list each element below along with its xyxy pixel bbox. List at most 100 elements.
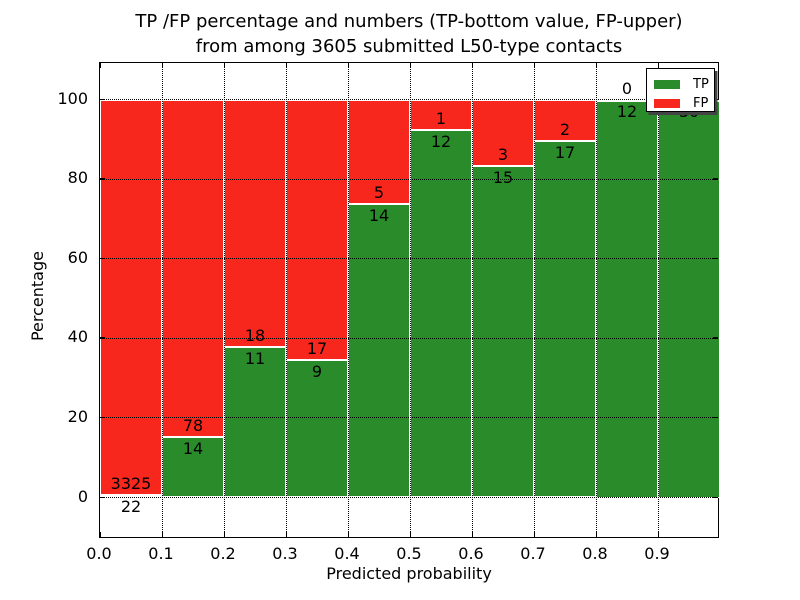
grid-line-vertical (471, 63, 473, 536)
x-tick-mark-top (347, 63, 349, 68)
y-tick-mark (100, 178, 105, 180)
x-tick-mark-top (657, 63, 659, 68)
x-tick-mark-top (161, 63, 163, 68)
tp-count-label: 14 (182, 438, 204, 458)
tp-count-label: 9 (311, 361, 323, 381)
fp-count-label: 18 (244, 325, 266, 345)
y-tick-label: 0 (77, 486, 88, 506)
tp-color-swatch (654, 80, 680, 89)
fp-count-label: 1 (435, 109, 447, 129)
legend-entry-fp: FP (654, 93, 714, 112)
tp-count-label: 17 (554, 143, 576, 163)
y-tick-mark-right (713, 416, 718, 419)
x-tick-label: 0.2 (210, 544, 236, 563)
fp-count-label: 17 (306, 338, 328, 358)
fp-count-label: 3 (497, 144, 509, 164)
x-tick-label: 0.7 (520, 544, 546, 563)
x-tick-mark (161, 532, 163, 537)
grid-line-vertical (223, 63, 225, 536)
bar-segment-tp (286, 359, 348, 498)
x-tick-mark-top (471, 63, 473, 68)
x-tick-mark (471, 532, 473, 537)
tp-count-label: 14 (368, 206, 390, 226)
bar-segment-fp (100, 99, 162, 495)
y-tick-mark-right (713, 98, 718, 100)
bar-segment-fp (162, 99, 224, 437)
chart-title-line1: TP /FP percentage and numbers (TP-bottom… (135, 11, 683, 32)
grid-line-vertical (161, 63, 163, 536)
x-tick-mark (285, 532, 287, 537)
y-tick-label: 20 (67, 406, 88, 426)
bar-segment-tp (596, 99, 658, 498)
plot-area: 33252278141811179514112315217012030 (99, 62, 720, 538)
tp-count-label: 11 (244, 348, 266, 368)
y-tick-mark (100, 416, 105, 419)
y-tick-mark (100, 257, 105, 260)
grid-line-horizontal (100, 497, 717, 498)
x-tick-mark (657, 532, 659, 537)
bar-segment-fp (472, 99, 534, 166)
fp-count-label: 0 (621, 78, 633, 98)
x-tick-mark (533, 532, 535, 537)
bar-segment-tp (224, 346, 286, 498)
x-axis-label: Predicted probability (326, 564, 492, 583)
grid-line-horizontal (100, 258, 717, 260)
x-tick-label: 0.6 (458, 544, 484, 563)
grid-line-vertical (595, 63, 597, 536)
x-tick-mark-top (409, 63, 411, 68)
y-tick-mark (100, 98, 105, 100)
y-tick-mark-right (713, 257, 718, 260)
x-tick-label: 0.0 (86, 544, 112, 563)
fp-count-label: 3325 (110, 473, 152, 493)
fp-count-label: 2 (559, 120, 571, 140)
grid-line-vertical (347, 63, 349, 536)
fp-color-swatch (654, 99, 680, 108)
bar-segment-tp (410, 130, 472, 498)
bar-segment-fp (224, 99, 286, 347)
y-tick-mark-right (713, 337, 718, 339)
grid-line-horizontal (100, 99, 717, 100)
grid-line-horizontal (100, 337, 717, 339)
x-tick-mark (223, 532, 225, 537)
y-tick-label: 80 (67, 168, 88, 188)
chart-title-line2: from among 3605 submitted L50-type conta… (195, 36, 623, 57)
chart-title: TP /FP percentage and numbers (TP-bottom… (99, 9, 719, 59)
legend-label-tp: TP (693, 77, 709, 92)
bar-segment-fp (286, 99, 348, 360)
tp-count-label: 22 (120, 496, 142, 516)
y-tick-mark-right (713, 178, 718, 180)
y-tick-label: 60 (67, 247, 88, 267)
grid-line-vertical (657, 63, 659, 536)
fp-count-label: 5 (373, 183, 385, 203)
x-tick-label: 0.3 (272, 544, 298, 563)
x-tick-mark (99, 532, 101, 537)
x-tick-mark-top (285, 63, 287, 68)
grid-line-vertical (409, 63, 411, 536)
legend-entry-tp: TP (654, 74, 714, 93)
grid-line-vertical (533, 63, 535, 536)
x-tick-mark (347, 532, 349, 537)
x-tick-mark-top (533, 63, 535, 68)
x-tick-label: 0.4 (334, 544, 360, 563)
x-tick-mark-top (99, 63, 101, 68)
y-axis-label: Percentage (28, 251, 47, 342)
grid-line-horizontal (100, 178, 717, 180)
bar-segment-tp (534, 141, 596, 498)
grid-line-horizontal (100, 417, 717, 419)
y-tick-label: 40 (67, 327, 88, 347)
bar-segment-tp (472, 165, 534, 498)
fp-count-label: 78 (182, 415, 204, 435)
y-tick-mark (100, 496, 105, 498)
y-tick-mark (100, 337, 105, 339)
tp-count-label: 12 (430, 132, 452, 152)
x-tick-mark-top (223, 63, 225, 68)
legend: TP FP (646, 68, 715, 112)
bar-segment-tp (348, 204, 410, 498)
x-tick-label: 0.5 (396, 544, 422, 563)
y-tick-mark-right (713, 496, 718, 498)
legend-label-fp: FP (693, 96, 709, 111)
x-tick-label: 0.8 (582, 544, 608, 563)
x-tick-mark (409, 532, 411, 537)
x-tick-label: 0.9 (644, 544, 670, 563)
